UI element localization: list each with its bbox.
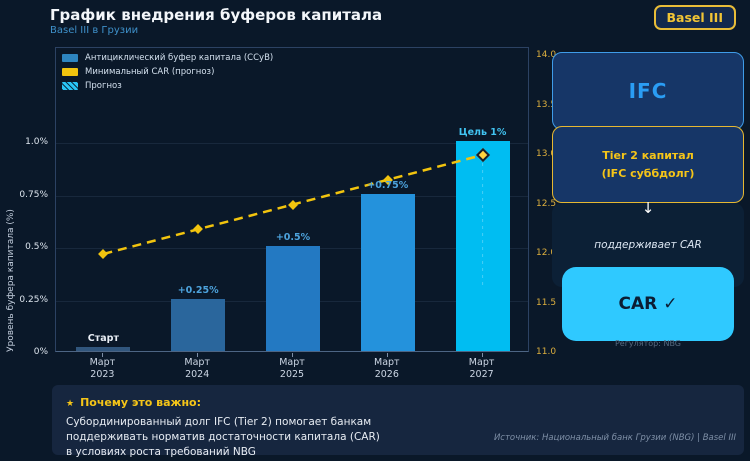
legend-swatch (62, 68, 78, 76)
source-attribution: Источник: Национальный банк Грузии (NBG)… (493, 433, 736, 443)
left-axis-tick: 0.5% (25, 242, 48, 252)
x-tick-mark (386, 353, 388, 357)
flowchart-car-box: CAR ✓ (562, 267, 734, 341)
gridline (56, 143, 528, 144)
right-axis-tick: 12.5 (536, 198, 557, 209)
bar-annotation: +0.25% (177, 284, 219, 296)
x-axis-label: Март 2026 (374, 357, 400, 380)
x-tick-mark (481, 353, 483, 357)
why-important-body: Субординированный долг IFC (Tier 2) помо… (66, 416, 380, 459)
left-axis-tick: 0.75% (19, 189, 48, 200)
why-important-panel: ★ Почему это важно: Субординированный дол… (52, 385, 744, 458)
bar-annotation: Цель 1% (458, 127, 507, 138)
ccyb-bar (76, 346, 131, 351)
chart-legend: Антициклический буфер капитала (CCyB) Мин… (62, 53, 273, 95)
left-axis-tick: 0% (33, 347, 48, 357)
flowchart-tier2-box: Tier 2 капитал (IFC суббдолг) (552, 126, 744, 203)
chart-plot-area: Старт +0.25% +0.5% +0.75% Цель 1% (55, 47, 529, 352)
legend-swatch (62, 82, 78, 90)
x-axis-label: Март 2023 (89, 357, 116, 380)
right-axis-tick: 11.5 (536, 297, 557, 308)
right-axis-tick: 13.0 (536, 149, 557, 159)
legend-label: Антициклический буфер капитала (CCyB) (85, 53, 274, 63)
legend-item: Прогноз (62, 81, 273, 91)
basel-badge: Basel III (653, 5, 736, 30)
tier2-label: Tier 2 капитал (IFC суббдолг) (601, 149, 695, 180)
bar-annotation: +0.5% (275, 232, 311, 243)
right-axis-tick: 13.5 (536, 99, 557, 110)
arrow-down-icon: ↓ (641, 199, 655, 217)
why-important-text: Почему это важно: (80, 396, 202, 409)
bar-annotation: Старт (87, 332, 119, 344)
star-icon: ★ (66, 399, 75, 409)
x-axis-label: Март 2024 (184, 357, 210, 380)
legend-item: Антициклический буфер капитала (CCyB) (62, 53, 273, 63)
x-axis-label: Март 2025 (279, 357, 305, 380)
supports-car-label: поддерживает CAR (594, 239, 702, 251)
right-axis-tick: 14.0 (536, 50, 557, 60)
regulator-label: Регулятор: NBG (614, 339, 681, 348)
x-tick-mark (102, 353, 104, 357)
ifc-label: IFC (628, 79, 668, 103)
page-subtitle: Basel III в Грузии (50, 25, 139, 36)
x-tick-mark (292, 353, 293, 357)
y-axis-title: Уровень буфера капитала (%) (6, 209, 16, 352)
bar-annotation: +0.75% (367, 179, 409, 191)
why-important-title: ★ Почему это важно: (66, 396, 201, 409)
ccyb-bar (171, 298, 226, 351)
left-axis-tick: 1.0% (25, 137, 48, 147)
car-check-label: CAR ✓ (618, 294, 678, 314)
legend-item: Минимальный CAR (прогноз) (62, 67, 273, 77)
gridline (56, 195, 528, 197)
page-title: График внедрения буферов капитала (50, 6, 383, 24)
legend-label: Прогноз (85, 81, 122, 91)
legend-label: Минимальный CAR (прогноз) (85, 67, 215, 77)
flowchart-ifc-box: IFC (552, 52, 744, 130)
ccyb-bar (360, 193, 415, 351)
x-axis-label: Март 2027 (468, 357, 495, 380)
ccyb-bar (266, 246, 320, 351)
ccyb-bar (455, 141, 510, 351)
x-tick-mark (197, 353, 199, 357)
right-axis-tick: 11.0 (536, 347, 557, 357)
right-axis-tick: 12.0 (536, 248, 557, 258)
left-axis-tick: 0.25% (19, 294, 48, 305)
legend-swatch (62, 54, 78, 62)
